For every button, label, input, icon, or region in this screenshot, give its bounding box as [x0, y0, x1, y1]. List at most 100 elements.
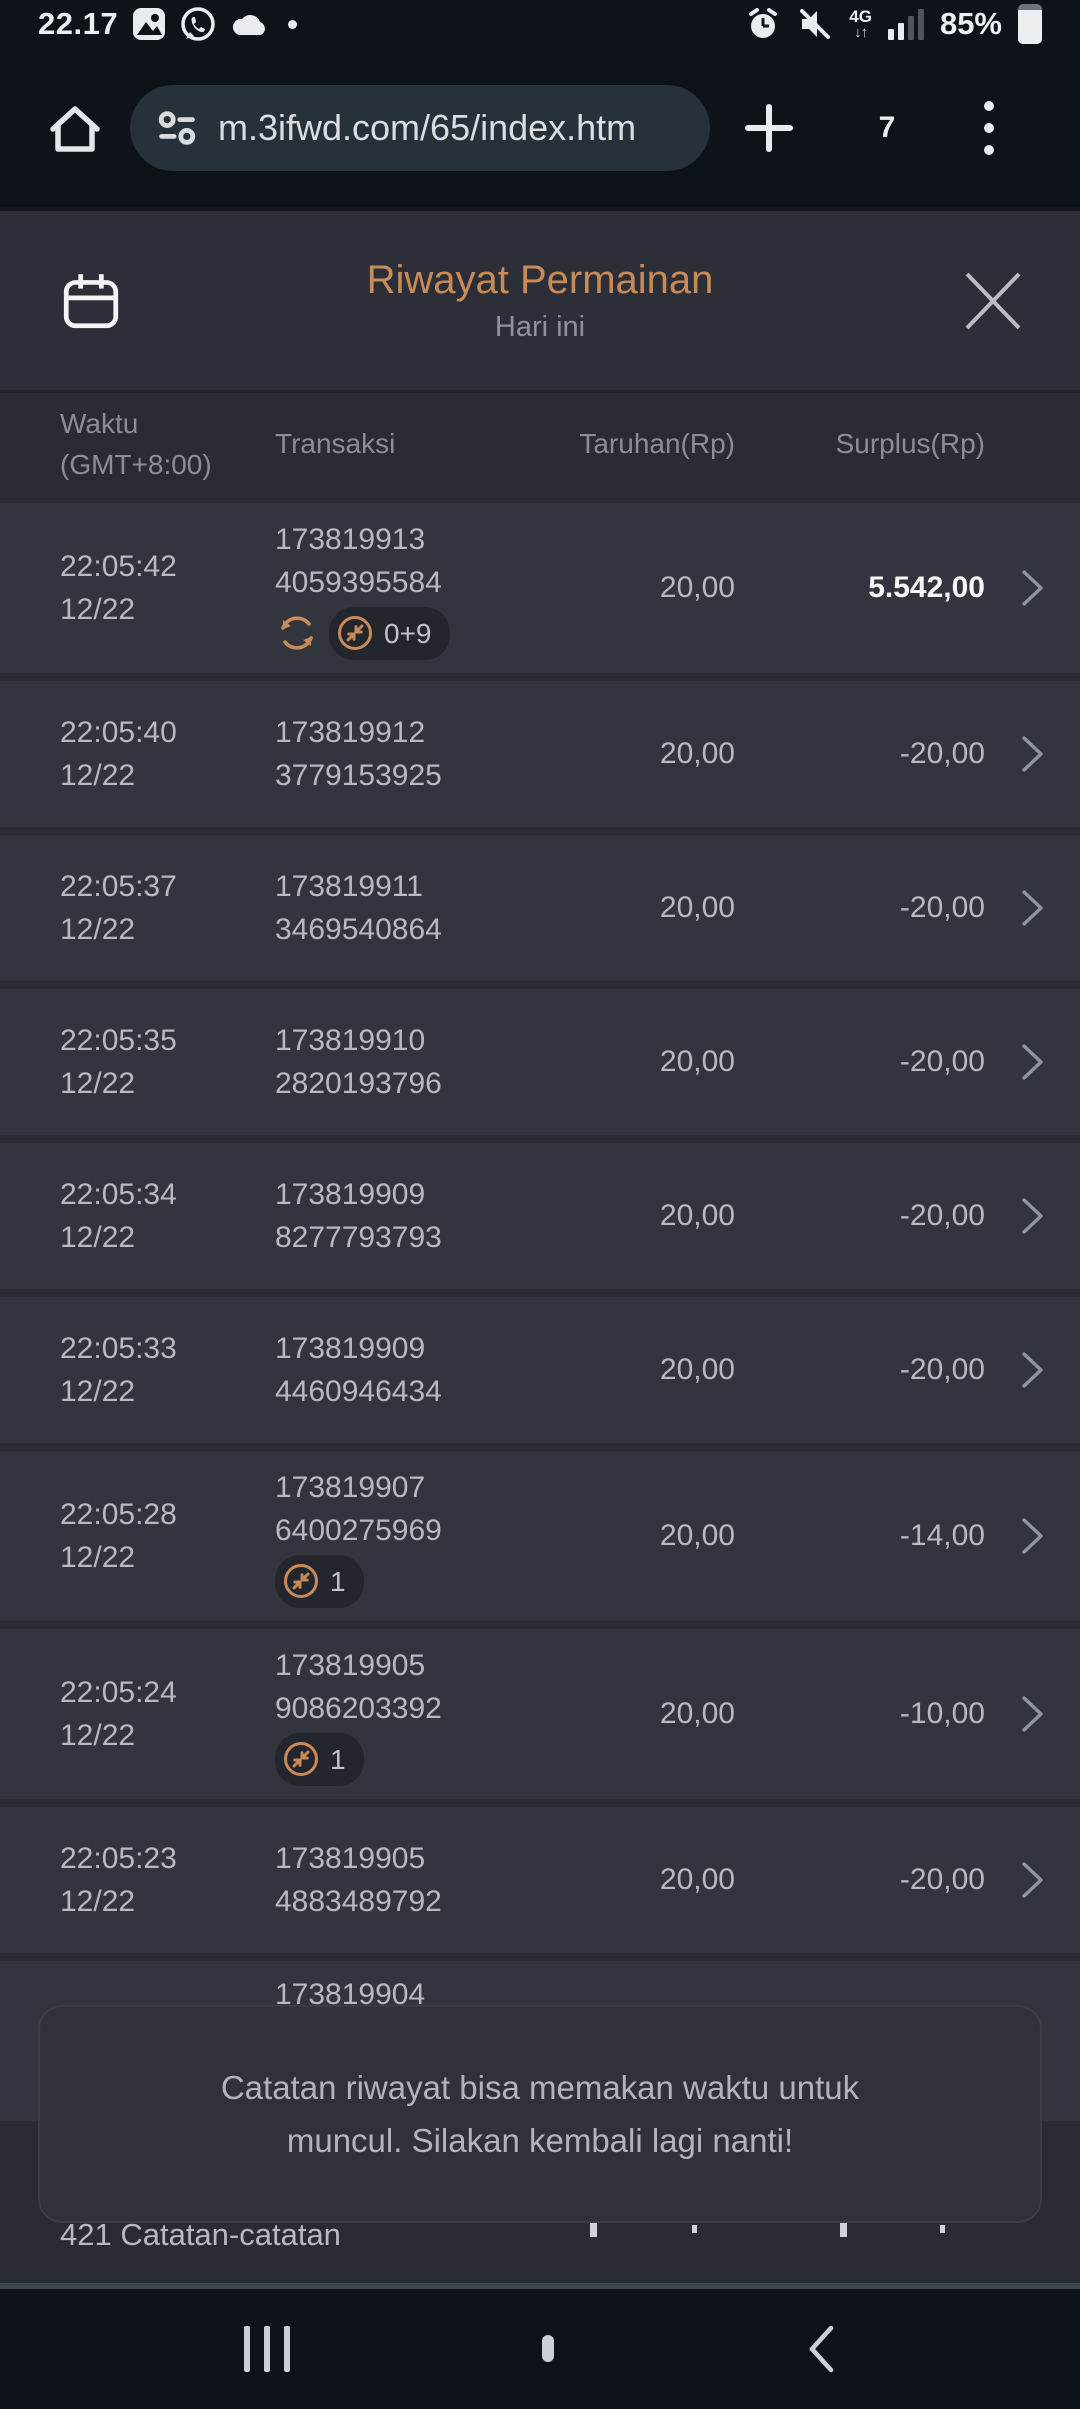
history-row[interactable]: 22:05:23 12/22 173819905 4883489792 20,00 …	[0, 1807, 1080, 1953]
header-waktu-tz: (GMT+8:00)	[60, 449, 212, 480]
site-settings-icon[interactable]	[156, 107, 198, 149]
row-surplus: -14,00	[899, 1519, 985, 1552]
collapse-icon	[335, 613, 375, 653]
row-transaction: 173819907 6400275969 1	[275, 1466, 555, 1608]
row-taruhan: 20,00	[659, 1519, 735, 1552]
row-surplus: -20,00	[899, 1353, 985, 1386]
history-row[interactable]: 22:05:33 12/22 173819909 4460946434 20,00 …	[0, 1297, 1080, 1443]
alarm-icon	[745, 6, 781, 42]
history-list: 22:05:42 12/22 173819913 4059395584 0+9 20…	[0, 495, 1080, 2121]
clipped-text-fragment	[692, 2225, 697, 2233]
header-transaksi: Transaksi	[275, 428, 396, 459]
toast-message: Catatan riwayat bisa memakan waktu untuk…	[38, 2005, 1042, 2223]
table-header: Waktu (GMT+8:00) Transaksi Taruhan(Rp) S…	[0, 393, 1080, 495]
row-taruhan: 20,00	[659, 1697, 735, 1730]
row-taruhan: 20,00	[659, 1353, 735, 1386]
row-surplus: 5.542,00	[868, 571, 985, 604]
row-time: 22:05:34 12/22	[60, 1178, 177, 1254]
row-time: 22:05:35 12/22	[60, 1024, 177, 1100]
clipped-text-fragment	[590, 2221, 597, 2237]
new-tab-button[interactable]	[744, 103, 794, 153]
chevron-right-icon[interactable]	[985, 1041, 1080, 1083]
row-transaction: 173819910 2820193796	[275, 1024, 442, 1100]
android-nav-bar	[0, 2289, 1080, 2409]
gallery-notification-icon	[132, 7, 166, 41]
network-4g-icon: 4G ↓↑	[849, 7, 872, 41]
date-filter-label: Hari ini	[494, 310, 586, 343]
chevron-right-icon[interactable]	[985, 1349, 1080, 1391]
round-count-badge: 1	[275, 1554, 364, 1608]
battery-icon	[1018, 4, 1042, 44]
row-surplus: -20,00	[899, 737, 985, 770]
signal-strength-icon	[887, 8, 924, 40]
mute-icon	[797, 6, 833, 42]
row-transaction: 173819911 3469540864	[275, 870, 442, 946]
row-taruhan: 20,00	[659, 571, 735, 604]
clipped-text-fragment	[840, 2221, 847, 2237]
chevron-right-icon[interactable]	[985, 1693, 1080, 1735]
chevron-right-icon[interactable]	[985, 1195, 1080, 1237]
chevron-right-icon[interactable]	[985, 887, 1080, 929]
browser-home-button[interactable]	[44, 97, 106, 159]
row-transaction: 173819912 3779153925	[275, 716, 442, 792]
chevron-right-icon[interactable]	[985, 1859, 1080, 1901]
status-bar: 22.17 4G ↓↑ 85%	[0, 0, 1080, 48]
page-title: Riwayat Permainan	[366, 257, 714, 302]
round-count-badge: 0+9	[329, 606, 450, 660]
history-row[interactable]: 22:05:34 12/22 173819909 8277793793 20,00 …	[0, 1143, 1080, 1289]
history-row[interactable]: 22:05:40 12/22 173819912 3779153925 20,00 …	[0, 681, 1080, 827]
recents-button[interactable]	[244, 2326, 290, 2372]
row-surplus: -20,00	[899, 1199, 985, 1232]
row-taruhan: 20,00	[659, 891, 735, 924]
history-header: Riwayat Permainan Hari ini	[0, 211, 1080, 393]
history-row[interactable]: 22:05:42 12/22 173819913 4059395584 0+9 20…	[0, 503, 1080, 673]
row-time: 22:05:40 12/22	[60, 716, 177, 792]
calendar-button[interactable]	[58, 268, 124, 334]
row-transaction: 173819909 8277793793	[275, 1178, 442, 1254]
row-time: 22:05:42 12/22	[60, 550, 177, 626]
whatsapp-notification-icon	[180, 6, 216, 42]
clipped-text-fragment	[940, 2225, 945, 2233]
battery-percent-text: 85%	[939, 6, 1002, 41]
chevron-right-icon[interactable]	[985, 567, 1080, 609]
history-row[interactable]: 22:05:35 12/22 173819910 2820193796 20,00 …	[0, 989, 1080, 1135]
row-surplus: -10,00	[899, 1697, 985, 1730]
browser-menu-button[interactable]	[984, 100, 994, 155]
tab-switcher-button[interactable]: 7	[860, 101, 914, 155]
round-count-badge: 1	[275, 1732, 364, 1786]
history-row[interactable]: 22:05:28 12/22 173819907 6400275969 1 20,0…	[0, 1451, 1080, 1621]
row-transaction: 173819905 4883489792	[275, 1842, 442, 1918]
clock-text: 22.17	[38, 6, 119, 41]
row-time: 22:05:24 12/22	[60, 1676, 177, 1752]
cloud-notification-icon	[230, 9, 270, 39]
row-surplus: -20,00	[899, 891, 985, 924]
row-transaction: 173819913 4059395584 0+9	[275, 518, 555, 660]
url-bar[interactable]: m.3ifwd.com/65/index.htm	[130, 84, 710, 171]
chevron-right-icon[interactable]	[985, 1515, 1080, 1557]
history-row[interactable]: 22:05:37 12/22 173819911 3469540864 20,00 …	[0, 835, 1080, 981]
row-time: 22:05:23 12/22	[60, 1842, 177, 1918]
row-taruhan: 20,00	[659, 1199, 735, 1232]
header-waktu: Waktu	[60, 408, 139, 439]
collapse-icon	[281, 1739, 321, 1779]
notification-dot-icon	[288, 19, 298, 29]
collapse-icon	[281, 1561, 321, 1601]
header-surplus: Surplus(Rp)	[835, 428, 985, 459]
row-time: 22:05:33 12/22	[60, 1332, 177, 1408]
chevron-right-icon[interactable]	[985, 733, 1080, 775]
back-button[interactable]	[806, 2323, 836, 2375]
history-row[interactable]: 22:05:24 12/22 173819905 9086203392 1 20,0…	[0, 1629, 1080, 1799]
row-taruhan: 20,00	[659, 737, 735, 770]
row-time: 22:05:28 12/22	[60, 1498, 177, 1574]
toast-line2: muncul. Silakan kembali lagi nanti!	[286, 2122, 794, 2159]
refresh-icon	[275, 611, 319, 655]
url-text[interactable]: m.3ifwd.com/65/index.htm	[218, 106, 637, 148]
row-taruhan: 20,00	[659, 1045, 735, 1078]
close-button[interactable]	[964, 271, 1022, 331]
row-time: 22:05:37 12/22	[60, 870, 177, 946]
row-surplus: -20,00	[899, 1045, 985, 1078]
row-transaction: 173819909 4460946434	[275, 1332, 442, 1408]
row-taruhan: 20,00	[659, 1863, 735, 1896]
header-taruhan: Taruhan(Rp)	[579, 428, 735, 459]
row-transaction: 173819905 9086203392 1	[275, 1644, 555, 1786]
